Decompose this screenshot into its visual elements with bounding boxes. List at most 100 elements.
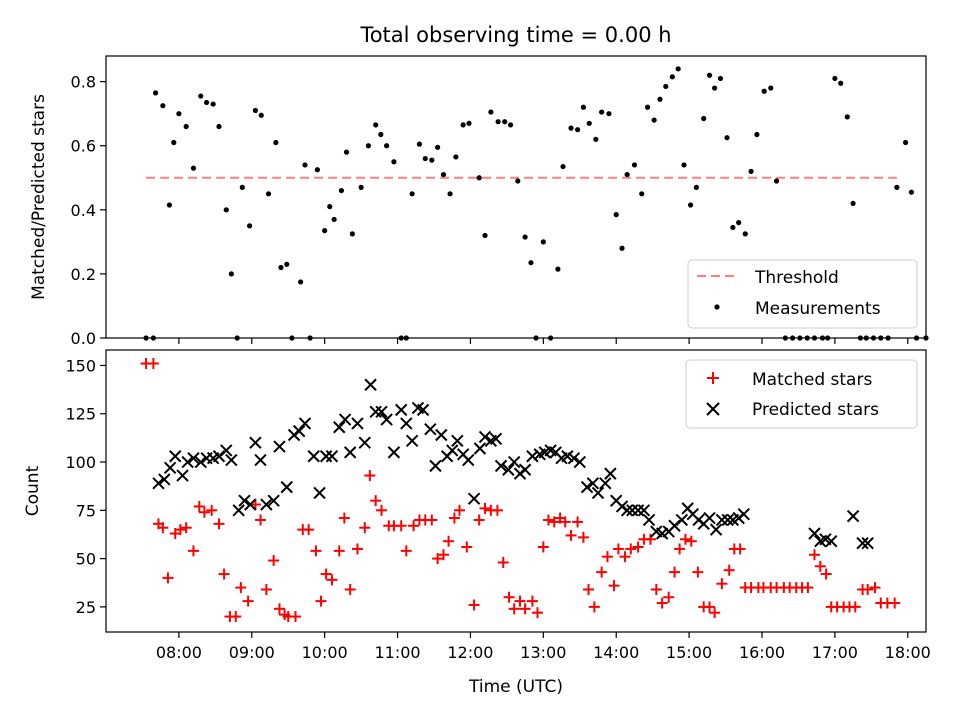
matched-stars-point <box>497 556 509 568</box>
predicted-stars-point <box>387 446 401 459</box>
measurement-point <box>198 93 204 99</box>
predicted-stars-point <box>494 459 508 473</box>
matched-stars-point <box>426 514 438 526</box>
matched-stars-point <box>491 504 503 516</box>
measurement-point <box>460 122 466 128</box>
matched-stars-point <box>532 607 544 619</box>
matched-stars-point <box>260 584 272 596</box>
predicted-stars-point <box>351 417 364 430</box>
matched-stars-point <box>320 568 332 580</box>
measurement-point <box>298 279 304 285</box>
x-tick-label: 13:00 <box>520 643 566 662</box>
chart-title: Total observing time = 0.00 h <box>359 23 671 47</box>
predicted-stars-point <box>375 405 388 419</box>
x-tick-label: 17:00 <box>812 643 858 662</box>
matched-stars-point <box>479 502 491 514</box>
measurement-point <box>624 171 630 178</box>
matched-stars-point <box>559 516 571 528</box>
predicted-stars-point <box>856 536 869 550</box>
matched-stars-point <box>395 520 407 532</box>
matched-stars-point <box>537 541 549 553</box>
measurement-point <box>560 163 566 170</box>
measurement-point <box>730 224 736 231</box>
measurement-point <box>228 271 234 277</box>
predicted-stars-point <box>394 403 408 417</box>
matched-stars-point <box>180 522 192 534</box>
measurement-point <box>203 99 210 106</box>
matched-stars-point <box>716 578 728 590</box>
matched-stars-point <box>814 560 826 572</box>
measurement-point <box>435 144 441 150</box>
predicted-stars-point <box>280 480 293 494</box>
count-y-tick-label: 125 <box>65 405 96 424</box>
predicted-stars-point <box>364 378 377 391</box>
matched-stars-point <box>408 520 420 532</box>
measurement-point <box>631 162 638 168</box>
predicted-stars-point <box>338 413 352 426</box>
predicted-stars-point <box>369 405 382 419</box>
measurement-point <box>574 127 581 133</box>
predicted-stars-point <box>307 450 320 463</box>
measurement-point <box>482 232 488 239</box>
predicted-stars-point <box>319 450 333 463</box>
measurement-point <box>593 136 599 142</box>
measurement-point <box>183 123 189 130</box>
predicted-stars-point <box>467 492 481 505</box>
predicted-stars-point <box>187 451 200 465</box>
predicted-stars-point <box>260 498 273 511</box>
measurement-point <box>265 191 272 197</box>
matched-stars-point <box>612 543 624 555</box>
count-legend: Matched stars Predicted stars <box>685 359 918 429</box>
predicted-stars-point <box>435 428 448 442</box>
measurement-point <box>663 83 669 90</box>
predicted-stars-point <box>737 507 750 521</box>
predicted-stars-point <box>358 436 371 449</box>
measurement-point <box>429 157 435 163</box>
matched-stars-point <box>162 572 174 584</box>
measurement-point <box>599 109 605 115</box>
measurement-point <box>302 162 308 168</box>
predicted-stars-point <box>580 480 594 494</box>
predicted-stars-point <box>244 498 257 511</box>
matched-stars-point <box>692 566 704 578</box>
ratio-legend: Threshold Measurements <box>687 259 918 329</box>
matched-stars-point <box>344 584 356 596</box>
measurement-point <box>687 202 694 208</box>
predicted-stars-point <box>451 434 464 447</box>
matched-stars-point <box>432 553 444 565</box>
x-tick-label: 09:00 <box>229 643 275 662</box>
measurement-point <box>447 191 453 197</box>
matched-stars-point <box>448 512 460 524</box>
measurement-point <box>338 187 345 194</box>
measurement-point <box>246 223 253 229</box>
predicted-stars-point <box>626 504 639 517</box>
measurement-point <box>606 111 612 117</box>
matched-stars-point <box>820 568 832 580</box>
measurement-point <box>669 74 675 80</box>
predicted-stars-point <box>333 421 346 434</box>
predicted-stars-point <box>507 455 521 469</box>
predicted-stars-point <box>573 455 586 469</box>
matched-stars-point <box>572 516 584 528</box>
measurement-point <box>639 191 645 197</box>
matched-stars-point <box>443 535 455 547</box>
matched-stars-point <box>468 599 480 611</box>
measurement-point <box>651 117 657 123</box>
measurement-point <box>850 200 856 207</box>
matched-stars-point <box>364 470 376 482</box>
matched-stars-point <box>519 603 531 615</box>
predicted-stars-point <box>825 535 838 548</box>
ratio-y-axis-label: Matched/Predicted stars <box>29 94 49 300</box>
matched-stars-point <box>310 545 322 557</box>
measurement-point <box>522 234 528 240</box>
matched-stars-point <box>514 595 526 607</box>
predicted-stars-point <box>158 473 171 486</box>
matched-stars-point <box>669 566 681 578</box>
measurement-point <box>488 109 494 115</box>
predicted-stars-point <box>176 469 189 482</box>
predicted-stars-point <box>416 403 430 417</box>
matched-stars-point <box>174 524 186 536</box>
matched-stars-point <box>650 584 662 596</box>
matched-stars-point <box>862 584 874 596</box>
